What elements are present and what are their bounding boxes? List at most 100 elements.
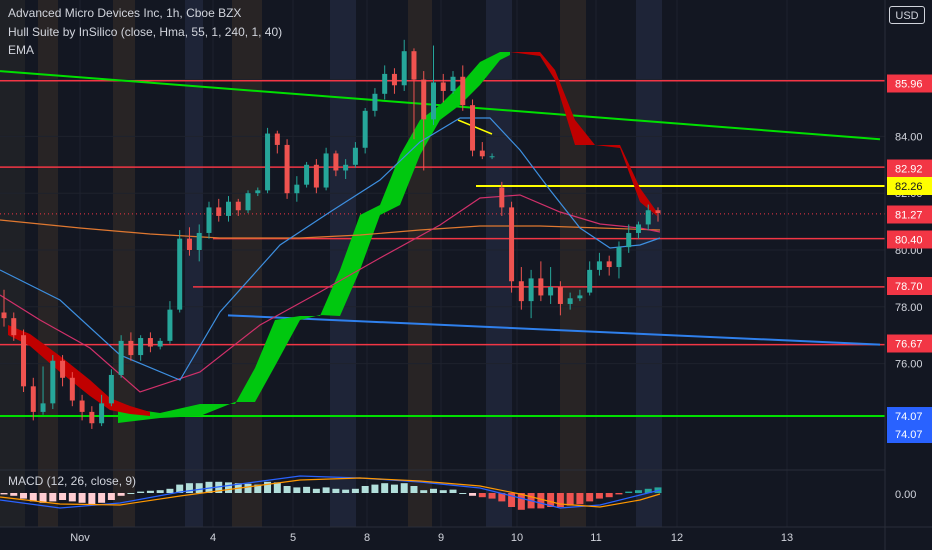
macd-histogram-bar [273, 482, 281, 493]
macd-histogram-bar [605, 493, 613, 498]
macd-histogram-bar [117, 493, 125, 496]
time-tick-label: 12 [671, 532, 683, 544]
macd-histogram-bar [322, 487, 330, 493]
candle-body [108, 374, 114, 404]
candle-body [479, 150, 485, 157]
candle-body [499, 187, 505, 208]
macd-histogram-bar [615, 493, 623, 495]
session-band [636, 0, 662, 527]
candle-body [567, 298, 573, 304]
candle-body [235, 201, 241, 211]
session-band [486, 0, 512, 527]
candle-body [89, 411, 95, 424]
macd-signal-line [0, 477, 661, 508]
macd-histogram-bar [361, 486, 369, 493]
candle-body [147, 338, 153, 347]
hull-up-band [118, 52, 510, 423]
currency-button[interactable]: USD [889, 6, 925, 24]
candle-body [128, 340, 134, 356]
candle-body [255, 190, 261, 194]
time-tick-label: 10 [511, 532, 523, 544]
candle-body [518, 281, 524, 302]
price-level-label-box [887, 334, 932, 353]
candle-body [167, 309, 173, 341]
macd-histogram-bar [254, 484, 262, 493]
macd-histogram-bar [176, 484, 184, 493]
macd-histogram-bar [517, 493, 525, 510]
candle-body [548, 286, 554, 296]
price-level-label-box [887, 425, 932, 443]
macd-histogram-bar [556, 493, 564, 507]
candle-body [50, 360, 56, 404]
candle-body [60, 360, 66, 378]
macd-histogram-bar [586, 493, 594, 502]
candle-body [118, 340, 124, 375]
blue-trend-line [227, 314, 881, 346]
candle-body [69, 377, 75, 401]
ema-lines [0, 117, 661, 393]
time-tick-label: 13 [781, 532, 793, 544]
macd-histogram-bar [371, 484, 379, 493]
macd-histogram-bar [478, 493, 486, 498]
session-band [185, 0, 203, 527]
macd-histogram-bar [137, 491, 145, 493]
candle-body [226, 201, 232, 216]
candle-body [626, 232, 632, 248]
symbol-title: Advanced Micro Devices Inc, 1h, Cboe BZX [8, 6, 242, 20]
macd-histogram-bar [634, 490, 642, 493]
macd-histogram-bar [39, 493, 47, 503]
candle-body [401, 51, 407, 86]
candle-body [284, 144, 290, 194]
macd-histogram-bar [88, 493, 96, 505]
price-level-label: 74.07 [895, 411, 923, 423]
hull-suite-band [8, 52, 657, 423]
price-tick-label: 76.00 [895, 359, 923, 371]
macd-histogram-bar [283, 486, 291, 493]
macd-histogram-bar [469, 493, 477, 496]
candle-body [265, 133, 271, 191]
session-band [113, 0, 135, 527]
macd-histogram-bar [439, 490, 447, 493]
candle-body [79, 400, 85, 412]
time-tick-label: 9 [438, 532, 444, 544]
macd-histogram-bar [0, 493, 8, 495]
candle-body [216, 207, 222, 216]
candle-body [343, 164, 349, 171]
candle-body [596, 261, 602, 270]
macd-legend: MACD (12, 26, close, 9) [8, 474, 137, 488]
time-axis[interactable]: Nov 4 5 8 9 10 11 12 13 [70, 532, 793, 544]
macd-histogram-bar [20, 493, 28, 499]
price-tick-label: 78.00 [895, 302, 923, 314]
hull-suite-legend: Hull Suite by InSilico (close, Hma, 55, … [8, 25, 283, 39]
candle-body [430, 82, 436, 120]
session-band [560, 0, 586, 527]
macd-histogram-bar [644, 488, 652, 493]
hull-down-band [8, 325, 150, 416]
candle-body [21, 335, 27, 387]
macd-histogram-bar [185, 483, 193, 493]
macd-histogram-bar [566, 493, 574, 506]
price-level-label-box [887, 74, 932, 93]
candle-body [655, 210, 661, 214]
macd-histogram-bar [429, 488, 437, 493]
macd-histogram-bar [205, 481, 213, 493]
candle-body [196, 232, 202, 250]
candle-body [460, 76, 466, 106]
candle-body [206, 207, 212, 233]
macd-histogram-bar [625, 491, 633, 493]
time-tick-label: 8 [364, 532, 370, 544]
candle-body [440, 82, 446, 91]
macd-histogram-bar [29, 493, 37, 502]
candle-body [606, 261, 612, 268]
time-tick-label: 4 [210, 532, 216, 544]
candle-body [411, 51, 417, 80]
candle-body [372, 93, 378, 111]
session-band [408, 0, 432, 527]
candle-body [30, 386, 36, 412]
macd-histogram-bar [312, 488, 320, 493]
macd-histogram-bar [98, 493, 106, 503]
candle-body [186, 238, 192, 250]
price-level-label-box [887, 407, 932, 425]
price-level-label: 82.92 [895, 164, 923, 176]
